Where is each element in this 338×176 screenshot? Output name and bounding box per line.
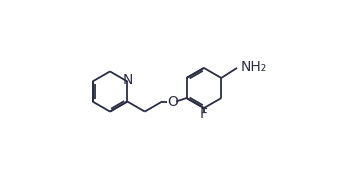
- Text: O: O: [167, 95, 178, 109]
- Text: N: N: [123, 73, 134, 87]
- Text: NH₂: NH₂: [240, 60, 267, 74]
- Text: F: F: [200, 107, 208, 121]
